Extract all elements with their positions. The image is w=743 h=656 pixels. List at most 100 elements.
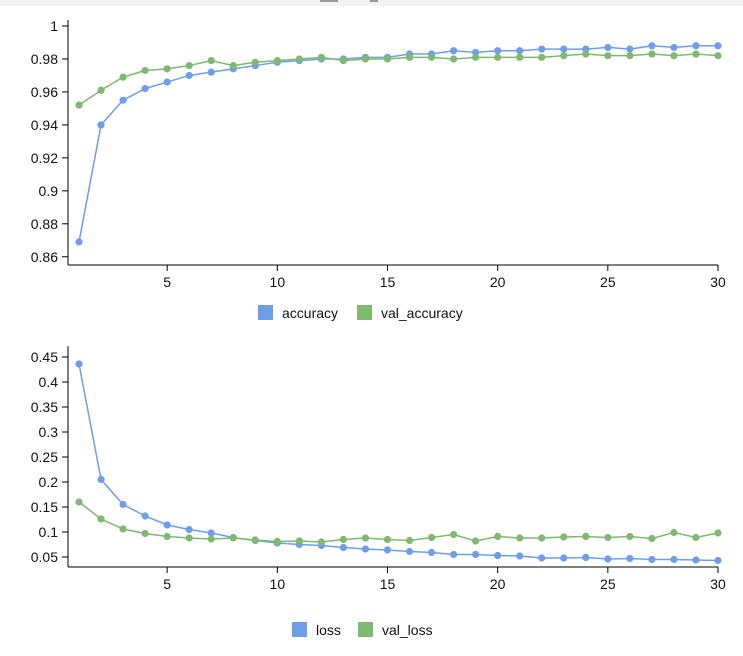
legend-label-loss[interactable]: loss	[316, 622, 341, 638]
val-loss-point	[119, 525, 127, 533]
accuracy-point	[670, 43, 678, 52]
loss-chart: 0.05 0.1 0.15 0.2 0.25 0.3 0.35 0.4 0.45 5 10 15 20 2…	[31, 346, 726, 638]
val-loss-point	[626, 532, 634, 541]
legend-label-val-loss[interactable]: val_loss	[382, 622, 433, 638]
x-tick-label: 25	[600, 576, 616, 592]
val-loss-line	[78, 501, 719, 543]
val-loss-point	[163, 532, 171, 541]
val-loss-point	[582, 532, 590, 541]
accuracy-point	[648, 42, 656, 50]
y-tick-label: 0.1	[39, 524, 59, 540]
val-accuracy-point	[427, 53, 436, 61]
loss-point	[119, 500, 127, 509]
x-tick-label: 5	[163, 576, 171, 592]
val-accuracy-point	[141, 66, 149, 75]
val-loss-point	[251, 536, 259, 544]
val-accuracy-point	[383, 55, 392, 63]
loss-point	[516, 552, 524, 560]
loss-point	[582, 553, 590, 562]
loss-point	[361, 545, 370, 553]
x-tick-label: 30	[710, 576, 726, 592]
val-loss-point	[361, 534, 370, 542]
accuracy-line	[78, 45, 718, 243]
val-loss-point	[692, 533, 700, 542]
val-loss-point	[295, 537, 303, 545]
val-accuracy-point	[692, 50, 700, 58]
val-loss-point	[207, 535, 215, 543]
y-tick-label: 0.98	[31, 51, 58, 67]
loss-point	[185, 525, 193, 534]
legend-swatch-loss[interactable]	[292, 622, 307, 637]
loss-point	[472, 550, 480, 559]
legend-swatch-accuracy[interactable]	[258, 305, 273, 320]
loss-point	[427, 548, 436, 557]
loss-point	[383, 546, 392, 554]
val-accuracy-point	[582, 50, 590, 58]
val-loss-point	[75, 498, 83, 506]
y-tick-label: 0.3	[39, 424, 59, 440]
legend-swatch-val-loss[interactable]	[358, 622, 373, 637]
loss-point	[604, 555, 612, 563]
loss-point	[538, 554, 546, 562]
x-tick-label: 20	[490, 274, 506, 290]
accuracy-point	[449, 47, 458, 55]
val-accuracy-point	[472, 53, 480, 61]
y-tick-label: 0.2	[39, 474, 59, 490]
loss-point	[163, 521, 171, 529]
val-loss-point	[714, 529, 722, 537]
accuracy-point	[75, 238, 83, 246]
x-tick-label: 15	[380, 576, 396, 592]
val-accuracy-point	[538, 53, 546, 61]
loss-point	[494, 551, 502, 560]
y-tick-label: 0.96	[31, 84, 58, 100]
legend-label-val-accuracy[interactable]: val_accuracy	[381, 305, 463, 321]
val-accuracy-point	[251, 58, 259, 66]
val-accuracy-point	[494, 53, 502, 61]
val-loss-point	[516, 534, 524, 542]
loss-point	[141, 512, 149, 520]
val-accuracy-point	[163, 65, 171, 73]
legend-label-accuracy[interactable]: accuracy	[282, 305, 338, 321]
x-tick-label: 25	[600, 274, 616, 290]
crop-fragment	[320, 0, 338, 2]
accuracy-point	[626, 45, 634, 53]
y-tick-label: 0.15	[31, 499, 58, 515]
val-loss-point	[604, 533, 612, 542]
loss-point	[692, 556, 700, 564]
y-tick-label: 0.88	[31, 216, 58, 232]
legend-swatch-val-accuracy[interactable]	[357, 305, 372, 320]
val-accuracy-point	[670, 52, 678, 60]
val-loss-point	[472, 537, 480, 545]
accuracy-point	[119, 96, 127, 104]
val-loss-point	[670, 528, 678, 537]
y-tick-label: 0.45	[31, 349, 58, 365]
val-accuracy-point	[648, 50, 656, 58]
y-tick-label: 0.9	[39, 183, 59, 199]
y-tick-label: 0.4	[39, 374, 59, 390]
crop-fragment	[370, 0, 378, 2]
val-accuracy-point	[405, 53, 414, 61]
x-tick-label: 30	[710, 274, 726, 290]
x-tick-label: 15	[380, 274, 396, 290]
x-tick-label: 10	[270, 576, 286, 592]
val-accuracy-point	[207, 57, 215, 65]
loss-line	[78, 363, 719, 562]
accuracy-point	[538, 45, 546, 53]
val-loss-point	[141, 529, 149, 538]
loss-point	[97, 475, 105, 484]
val-loss-point	[317, 538, 325, 546]
accuracy-point	[692, 42, 700, 50]
accuracy-point	[185, 71, 193, 80]
accuracy-point	[472, 48, 480, 56]
loss-point	[714, 556, 722, 565]
val-accuracy-point	[626, 52, 634, 60]
accuracy-point	[97, 121, 105, 129]
y-tick-label: 0.05	[31, 549, 58, 565]
val-accuracy-point	[317, 53, 325, 61]
y-tick-label: 0.94	[31, 117, 58, 133]
accuracy-point	[141, 85, 149, 93]
val-loss-point	[185, 534, 193, 542]
loss-point	[670, 555, 678, 564]
val-loss-point	[273, 537, 281, 546]
